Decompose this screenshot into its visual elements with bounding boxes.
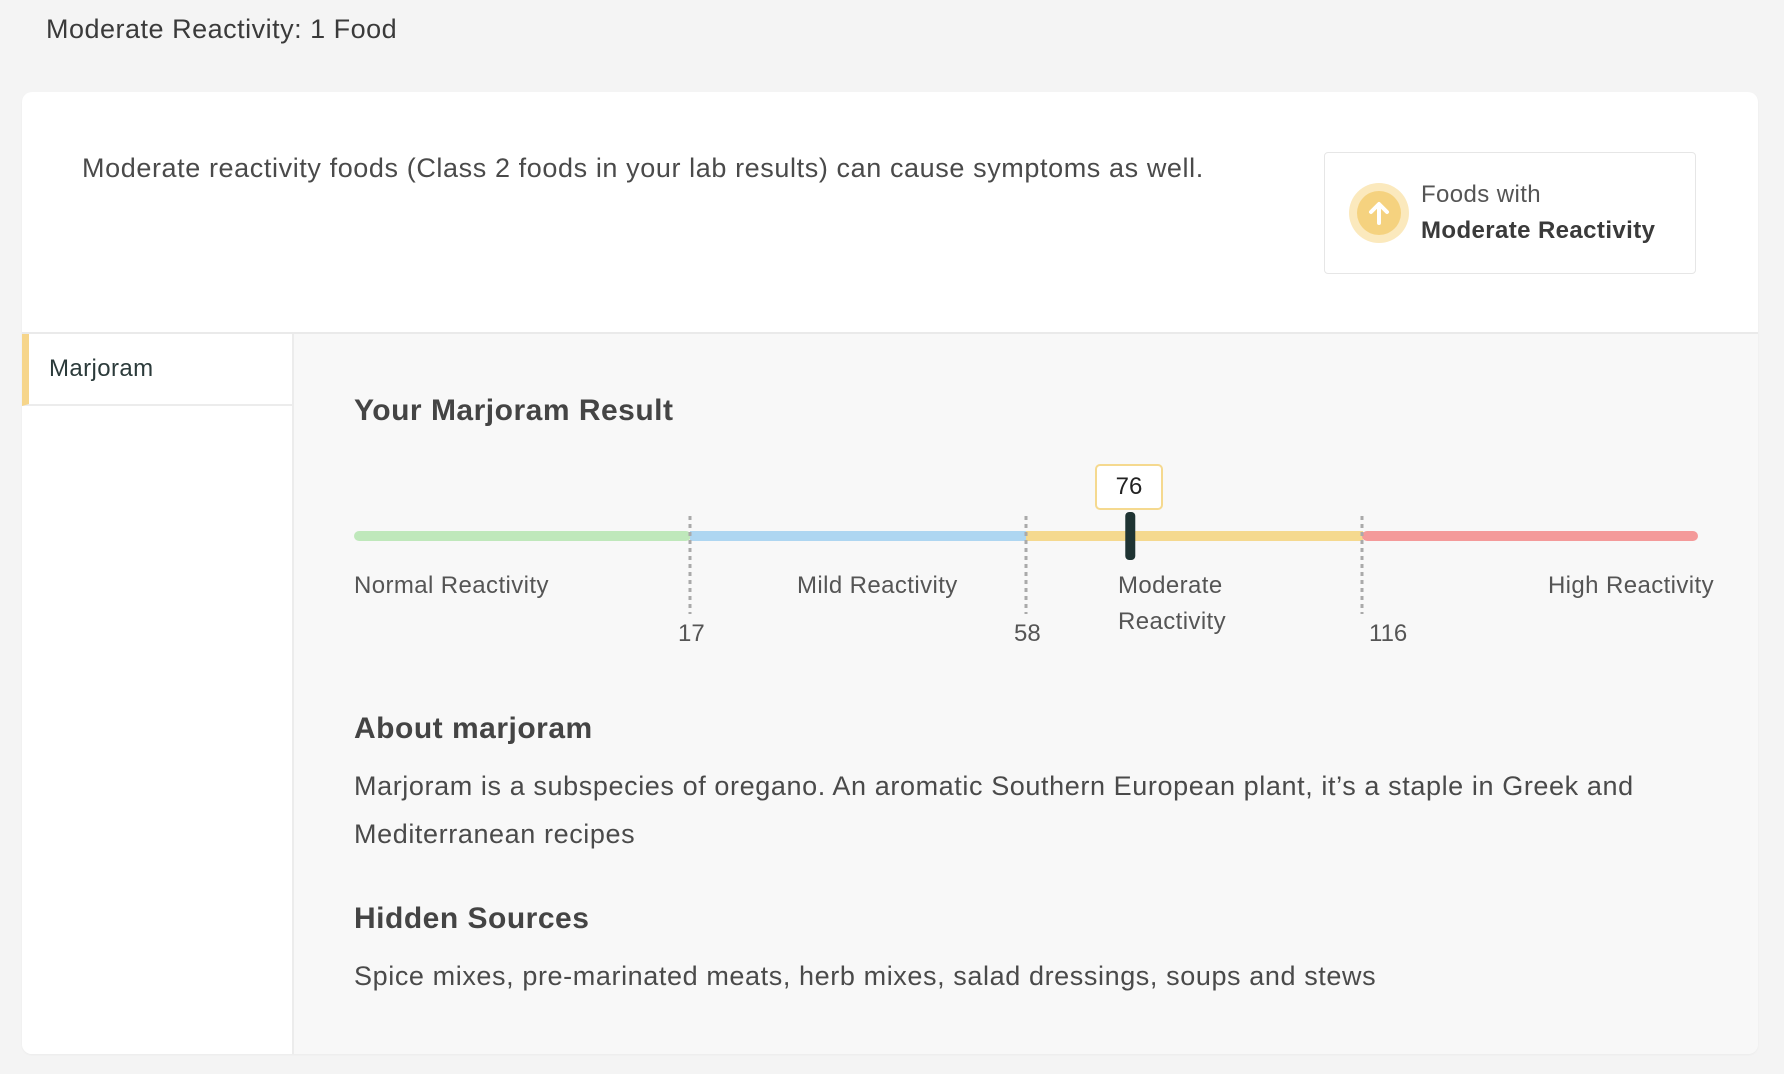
category-label-moderate: Moderate Reactivity [1118,572,1227,635]
scale-segment-3 [1362,531,1698,541]
legend-box: Foods with Moderate Reactivity [1324,152,1696,274]
threshold-label-116: 116 [1369,620,1408,647]
food-sidebar: Marjoram [22,334,294,1054]
arrow-up-circle-icon [1349,183,1409,243]
result-content: Your Marjoram Result 76 Normal Reactivit… [294,334,1758,1054]
hidden-sources-text: Spice mixes, pre-marinated meats, herb m… [354,961,1377,991]
reactivity-card: Moderate reactivity foods (Class 2 foods… [22,92,1758,1054]
sidebar-item-marjoram[interactable]: Marjoram [22,334,292,406]
result-value-badge: 76 [1095,464,1163,510]
reactivity-scale-graphic [354,512,1698,614]
sidebar-item-label: Marjoram [49,355,154,382]
hidden-sources-title: Hidden Sources [354,902,590,935]
divider [22,332,1758,334]
category-label-high: High Reactivity [1547,572,1714,599]
about-title: About marjoram [354,712,593,745]
scale-segment-1 [690,531,1027,541]
category-label-mild: Mild Reactivity [797,572,958,599]
intro-text: Moderate reactivity foods (Class 2 foods… [82,153,1204,183]
result-marker [1125,512,1136,560]
scale-segment-0 [354,531,691,541]
scale-segment-2 [1026,531,1363,541]
legend-label-line1: Foods with [1421,181,1542,208]
threshold-label-58: 58 [1014,620,1041,647]
section-title: Moderate Reactivity: 1 Food [46,14,398,44]
threshold-label-17: 17 [678,620,705,647]
legend-label-line2: Moderate Reactivity [1421,217,1656,244]
reactivity-scale: 76 Normal Reactivity Mild Reactivity Mod… [294,464,1758,684]
about-text: Marjoram is a subspecies of oregano. An … [354,771,1634,849]
category-label-normal: Normal Reactivity [354,572,549,599]
result-title: Your Marjoram Result [354,394,674,427]
